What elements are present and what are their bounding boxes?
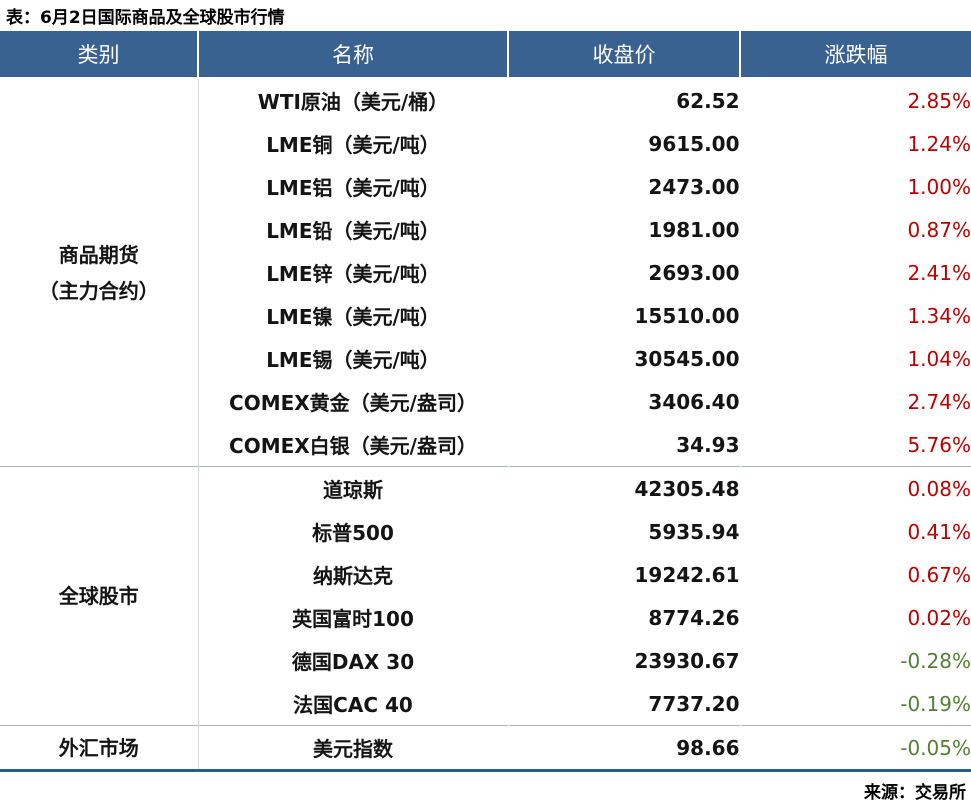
change-pct-cell: 0.02%: [739, 596, 971, 639]
close-price-cell: 2473.00: [507, 165, 740, 208]
instrument-name-cell: COMEX白银（美元/盎司）: [197, 423, 508, 467]
change-pct-cell: 5.76%: [739, 423, 971, 467]
close-price-cell: 42305.48: [507, 466, 740, 510]
header-close-price: 收盘价: [507, 31, 740, 79]
category-cell: 外汇市场: [0, 725, 199, 771]
header-name: 名称: [197, 31, 508, 79]
close-price-cell: 30545.00: [507, 337, 740, 380]
change-pct-cell: 2.85%: [739, 78, 971, 122]
close-price-cell: 8774.26: [507, 596, 740, 639]
table-row: LME锡（美元/吨） 30545.00 1.04%: [0, 337, 971, 380]
table-row: LME铜（美元/吨） 9615.00 1.24%: [0, 122, 971, 165]
table-row: 德国DAX 30 23930.67 -0.28%: [0, 639, 971, 682]
table-title: 表：6月2日国际商品及全球股市行情: [6, 8, 285, 28]
instrument-name-cell: WTI原油（美元/桶）: [197, 78, 508, 122]
change-pct-cell: 1.34%: [739, 294, 971, 337]
change-pct-cell: 1.24%: [739, 122, 971, 165]
change-pct-cell: 1.00%: [739, 165, 971, 208]
close-price-cell: 9615.00: [507, 122, 740, 165]
change-pct-cell: 0.67%: [739, 553, 971, 596]
table-header: 类别 名称 收盘价 涨跌幅: [0, 31, 971, 79]
table-row: 全球股市 道琼斯 42305.48 0.08%: [0, 466, 971, 726]
close-price-cell: 19242.61: [507, 553, 740, 596]
close-price-cell: 34.93: [507, 423, 740, 467]
close-price-cell: 23930.67: [507, 639, 740, 682]
category-cell: 商品期货 （主力合约）: [0, 78, 199, 467]
change-pct-cell: 2.74%: [739, 380, 971, 423]
close-price-cell: 1981.00: [507, 208, 740, 251]
table-body: 商品期货 （主力合约） WTI原油（美元/桶） 62.52 2.85% LME铜（美元/吨…: [0, 78, 971, 771]
instrument-name-cell: LME铅（美元/吨）: [197, 208, 508, 251]
change-pct-cell: -0.19%: [739, 682, 971, 726]
close-price-cell: 98.66: [507, 725, 740, 771]
close-price-cell: 3406.40: [507, 380, 740, 423]
header-category: 类别: [0, 31, 198, 79]
instrument-name-cell: LME锌（美元/吨）: [197, 251, 508, 294]
table-row: 法国CAC 40 7737.20 -0.19%: [0, 682, 971, 726]
instrument-name-cell: 纳斯达克: [197, 553, 508, 596]
table-row: COMEX黄金（美元/盎司） 3406.40 2.74%: [0, 380, 971, 423]
table-row: LME铝（美元/吨） 2473.00 1.00%: [0, 165, 971, 208]
table-row: 英国富时100 8774.26 0.02%: [0, 596, 971, 639]
instrument-name-cell: LME锡（美元/吨）: [197, 337, 508, 380]
change-pct-cell: -0.28%: [739, 639, 971, 682]
change-pct-cell: -0.05%: [739, 725, 971, 771]
category-label-line: 商品期货: [58, 242, 139, 267]
category-cell: 全球股市: [0, 466, 199, 726]
quotes-table: 类别 名称 收盘价 涨跌幅 商品期货 （主力合约） WTI原油（美元/桶） 62.52…: [0, 31, 971, 772]
change-pct-cell: 0.41%: [739, 510, 971, 553]
header-row: 类别 名称 收盘价 涨跌幅: [0, 31, 971, 79]
table-row: 商品期货 （主力合约） WTI原油（美元/桶） 62.52 2.85%: [0, 78, 971, 467]
change-pct-cell: 2.41%: [739, 251, 971, 294]
category-label-line: 外汇市场: [58, 735, 139, 760]
instrument-name-cell: LME铜（美元/吨）: [197, 122, 508, 165]
table-row: 纳斯达克 19242.61 0.67%: [0, 553, 971, 596]
table-row: LME锌（美元/吨） 2693.00 2.41%: [0, 251, 971, 294]
instrument-name-cell: 美元指数: [197, 725, 508, 771]
instrument-name-cell: 道琼斯: [197, 466, 508, 510]
table-row: 标普500 5935.94 0.41%: [0, 510, 971, 553]
instrument-name-cell: 德国DAX 30: [197, 639, 508, 682]
close-price-cell: 15510.00: [507, 294, 740, 337]
instrument-name-cell: LME铝（美元/吨）: [197, 165, 508, 208]
change-pct-cell: 1.04%: [739, 337, 971, 380]
table-row: LME镍（美元/吨） 15510.00 1.34%: [0, 294, 971, 337]
source-note: 来源：交易所: [864, 783, 966, 803]
instrument-name-cell: 英国富时100: [197, 596, 508, 639]
table-row: LME铅（美元/吨） 1981.00 0.87%: [0, 208, 971, 251]
instrument-name-cell: 法国CAC 40: [197, 682, 508, 726]
close-price-cell: 62.52: [507, 78, 740, 122]
instrument-name-cell: 标普500: [197, 510, 508, 553]
change-pct-cell: 0.87%: [739, 208, 971, 251]
instrument-name-cell: COMEX黄金（美元/盎司）: [197, 380, 508, 423]
header-change-pct: 涨跌幅: [739, 31, 971, 79]
close-price-cell: 2693.00: [507, 251, 740, 294]
table-row: 外汇市场 美元指数 98.66 -0.05%: [0, 725, 971, 771]
category-label-line: （主力合约）: [38, 278, 159, 303]
instrument-name-cell: LME镍（美元/吨）: [197, 294, 508, 337]
table-row: COMEX白银（美元/盎司） 34.93 5.76%: [0, 423, 971, 467]
close-price-cell: 7737.20: [507, 682, 740, 726]
category-label-line: 全球股市: [58, 584, 139, 608]
change-pct-cell: 0.08%: [739, 466, 971, 510]
close-price-cell: 5935.94: [507, 510, 740, 553]
